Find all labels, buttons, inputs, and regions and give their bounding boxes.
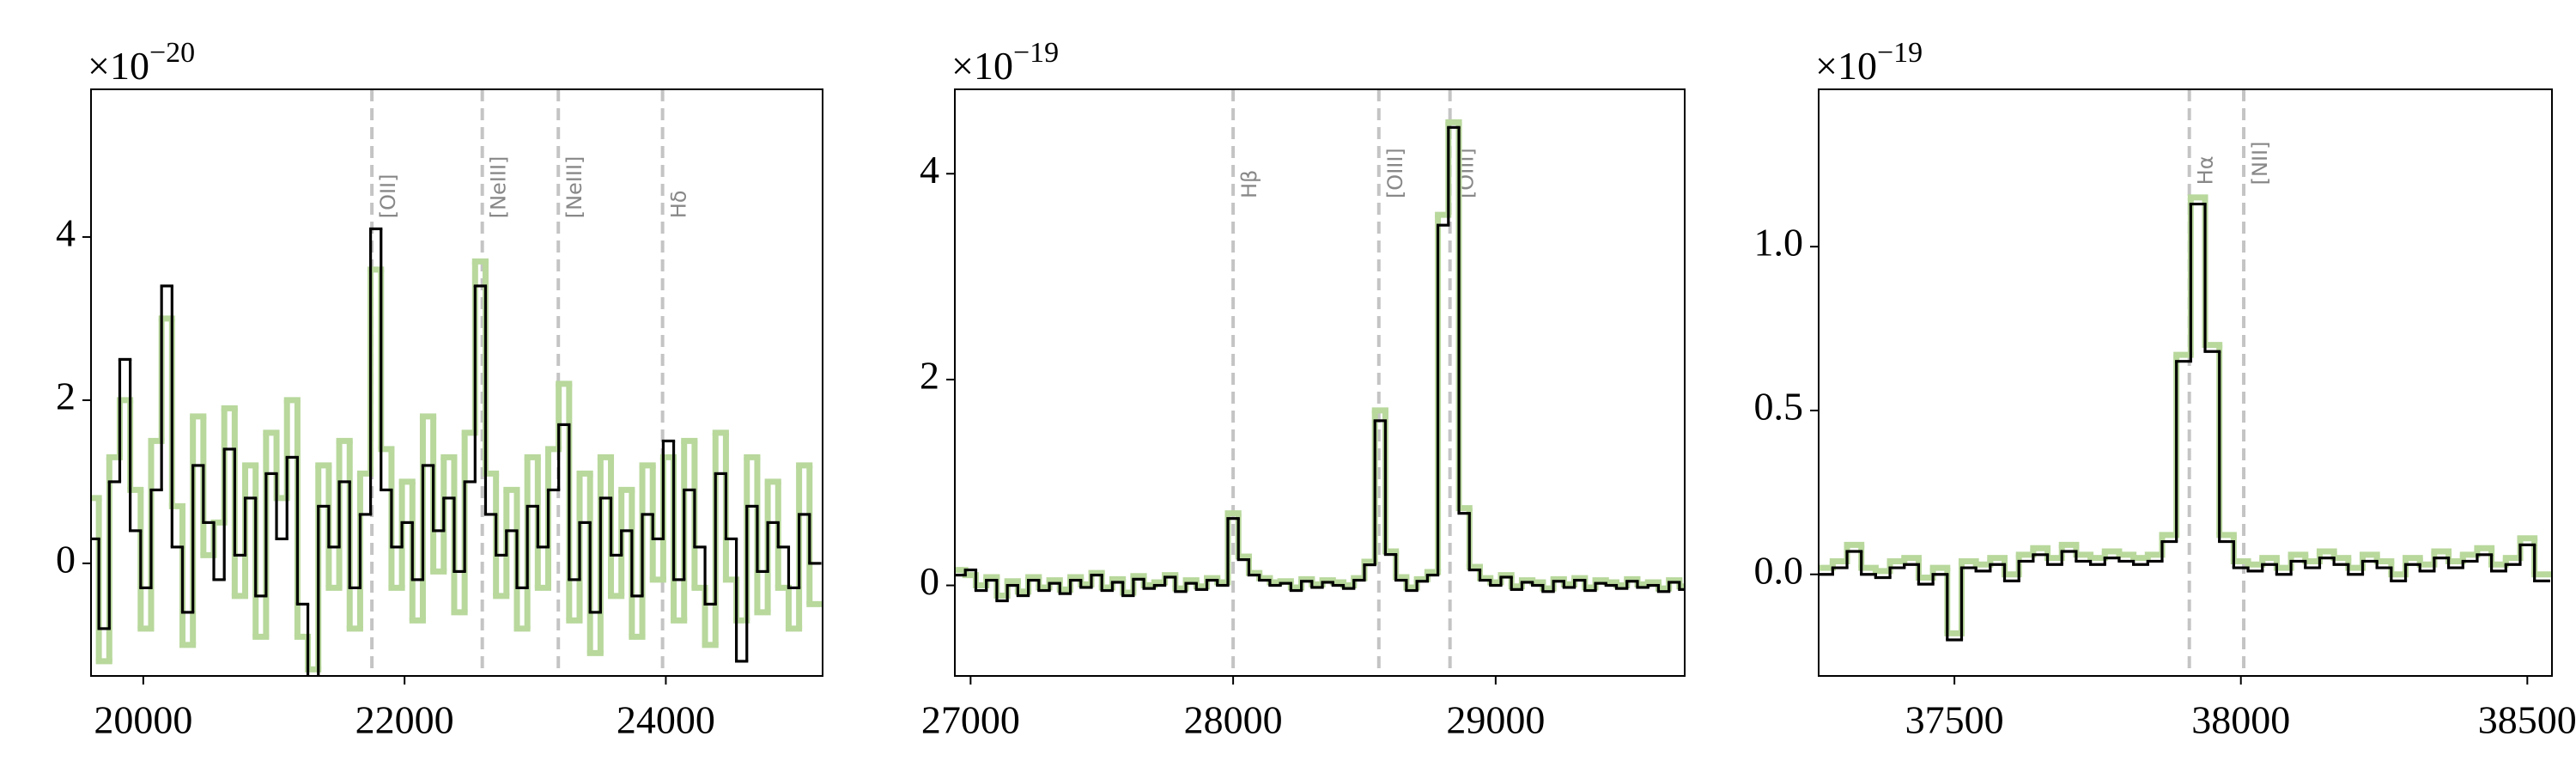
step-risers [95, 261, 813, 670]
x-tick-label: 37500 [1905, 698, 2004, 742]
x-tick-label: 38000 [2191, 698, 2290, 742]
line-label: [OII] [376, 173, 400, 218]
line-label: [NeIII] [487, 156, 511, 219]
panel: [OII] [NeIII] [NeIII] Hδ 0 2 4 20000 22000 24000 ×… [56, 37, 823, 742]
offset-base: ×10 [1815, 44, 1877, 88]
step-risers [963, 127, 1681, 601]
offset-text: ×10−20 [88, 37, 195, 88]
x-tick-label: 27000 [921, 698, 1020, 742]
step-risers [962, 122, 1683, 596]
offset-exponent: −20 [149, 37, 195, 69]
x-tick-label: 24000 [617, 698, 715, 742]
line-label: Hβ [1237, 170, 1261, 198]
offset-exponent: −19 [1013, 37, 1059, 69]
y-tick-label: 0 [920, 559, 939, 603]
panel: Hα [NII] 0.0 0.5 1.0 37500 38000 38500 ×10−19 [1754, 37, 2576, 742]
series-group [1819, 194, 2552, 642]
y-tick-label: 4 [920, 148, 939, 192]
offset-base: ×10 [951, 44, 1013, 88]
x-tick-label: 38500 [2478, 698, 2576, 742]
axes-frame [1818, 88, 2553, 677]
offset-exponent: −19 [1877, 37, 1923, 69]
y-tick-label: 4 [56, 210, 76, 254]
y-tick-label: 2 [920, 353, 939, 397]
line-label: Hδ [667, 191, 691, 219]
x-tick-label: 20000 [94, 698, 192, 742]
series-group [91, 227, 823, 676]
y-tick-label: 2 [56, 374, 76, 417]
line-label: [NII] [2248, 141, 2272, 185]
y-tick-label: 0.0 [1754, 548, 1804, 592]
step-risers [1831, 204, 2537, 641]
axes-frame [954, 88, 1686, 677]
series-group [955, 119, 1685, 603]
offset-text: ×10−19 [1815, 37, 1923, 88]
step-risers [97, 228, 811, 676]
x-tick-label: 22000 [355, 698, 454, 742]
line-label: [NeIII] [562, 156, 586, 219]
offset-text: ×10−19 [951, 37, 1059, 88]
y-tick-label: 0.5 [1754, 384, 1804, 428]
line-label: [OIII] [1383, 148, 1407, 198]
x-tick-label: 29000 [1446, 698, 1545, 742]
line-label: Hα [2194, 155, 2218, 185]
y-tick-label: 0 [56, 537, 76, 581]
y-tick-label: 1.0 [1754, 221, 1804, 265]
axes-frame [90, 88, 823, 677]
x-tick-label: 28000 [1184, 698, 1283, 742]
offset-base: ×10 [88, 44, 149, 88]
